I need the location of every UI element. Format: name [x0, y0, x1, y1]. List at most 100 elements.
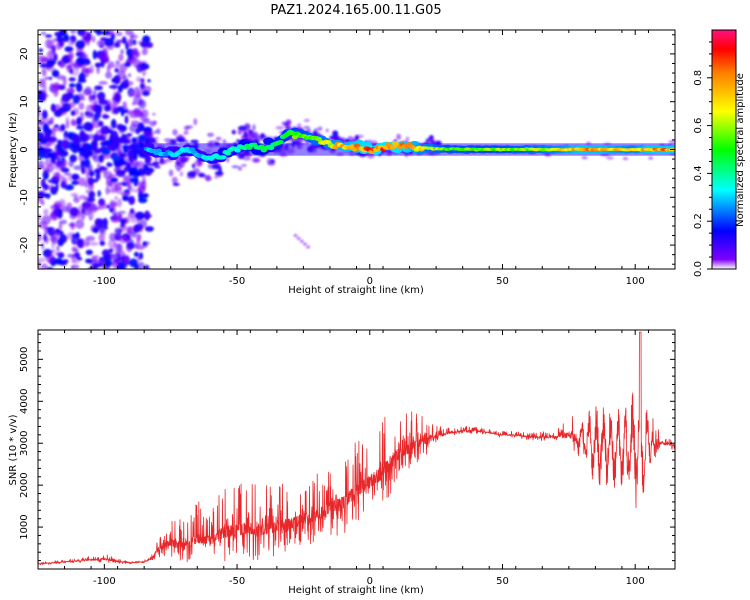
spectrogram-cell	[76, 125, 84, 130]
spectrogram-cell	[129, 177, 139, 184]
spectrogram-cell	[73, 174, 79, 180]
spectrogram-cell	[89, 203, 98, 214]
spectrogram-cell	[38, 214, 41, 221]
spectrogram-cell	[143, 193, 149, 198]
spectrogram-cell	[168, 169, 174, 177]
spectrogram-cell	[128, 88, 136, 97]
spectrogram-cell	[43, 167, 50, 174]
y-tick-label: 20	[19, 48, 30, 61]
spectrogram-cell	[65, 119, 70, 129]
spectrogram-cell	[581, 156, 588, 160]
spectrogram-cell	[145, 171, 152, 176]
spectrogram-cell	[119, 152, 126, 158]
spectrogram-cell	[132, 59, 142, 68]
spectrogram-cell	[100, 58, 105, 68]
spectrogram-cell	[172, 129, 178, 136]
spectrogram-cell	[141, 62, 147, 71]
spectrogram-cell	[136, 233, 141, 242]
spectrogram-cell	[189, 147, 196, 152]
spectrogram-cell	[43, 183, 49, 191]
spectrogram-cell	[133, 150, 138, 161]
spectrogram-cell	[109, 144, 116, 149]
spectrogram-cell	[85, 235, 96, 242]
spectrogram-cell	[425, 138, 431, 142]
spectrogram-cell	[325, 128, 329, 133]
spectrogram-cell	[277, 140, 284, 145]
y-tick-label: 4000	[19, 389, 30, 414]
colorbar-tick-label: 0.4	[693, 165, 704, 181]
spectrogram-cell	[60, 219, 67, 225]
spectrogram-cell	[78, 102, 85, 110]
spectrogram-cell	[147, 79, 151, 83]
spectrogram-cell	[77, 205, 82, 212]
spectrogram-cell	[49, 211, 59, 221]
spectrogram-cell	[41, 215, 51, 225]
spectrogram-cell	[50, 106, 56, 112]
snr-x-ticks: -100 -50 0 50 100	[37, 330, 676, 587]
spectrogram-cell	[110, 177, 118, 183]
spectrogram-cell	[112, 78, 120, 82]
spectrogram-cell	[144, 226, 150, 230]
spectrogram-cell	[133, 107, 141, 115]
spectrogram-cell	[130, 217, 137, 224]
spectrogram-cell	[50, 178, 55, 185]
spectrogram-cell	[95, 259, 106, 265]
spectrogram-cell	[275, 126, 285, 130]
spectrogram-cell	[144, 264, 150, 269]
spectrogram-cell	[98, 154, 104, 163]
spectrogram-cell	[48, 49, 55, 59]
spectrogram-cell	[64, 184, 74, 191]
spectrogram-cell	[41, 68, 47, 77]
spectrogram-cell	[237, 125, 247, 131]
spectrogram-cell	[38, 261, 41, 269]
snr-x-axis-label: Height of straight line (km)	[288, 585, 424, 596]
spectrogram-cell	[115, 147, 123, 155]
spectrogram-cell	[118, 39, 124, 43]
spectrogram-cell	[68, 101, 76, 108]
spectrogram-cell	[65, 87, 75, 95]
spectrogram-cell	[124, 62, 132, 67]
spectrogram-cell	[54, 258, 63, 265]
spectrogram-cell	[70, 110, 76, 116]
spectrogram-cell	[133, 86, 141, 97]
y-tick-label: 3000	[19, 430, 30, 455]
spectrogram-cell	[92, 255, 100, 259]
figure-title: PAZ1.2024.165.00.11.G05	[270, 3, 441, 18]
spectrogram-cell	[226, 156, 230, 163]
spectrogram-cell	[81, 201, 89, 210]
spectrogram-cell	[131, 47, 139, 55]
spectrogram-cell	[116, 106, 124, 111]
spectrogram-cell	[38, 257, 46, 263]
spectrogram-cell	[109, 232, 118, 242]
spectrogram-cell	[112, 64, 120, 68]
snr-panel: -100 -50 0 50 100 1000 2000 3000 4000 5000 Heigh…	[8, 329, 676, 596]
spectrogram-cell	[93, 30, 101, 33]
spectrogram-cell	[174, 163, 183, 170]
spectrogram-cell	[64, 172, 71, 176]
y-tick-label: 5000	[19, 347, 30, 372]
spectrogram-cell	[125, 175, 130, 186]
x-tick-label: 100	[626, 276, 645, 287]
spectrogram-cell	[43, 208, 49, 216]
spectrogram-cell	[243, 157, 251, 161]
colorbar-gradient	[711, 29, 737, 270]
spectrogram-cell	[117, 85, 123, 93]
spectrogram-cell	[137, 261, 145, 269]
spectrogram-cell	[304, 118, 310, 122]
spectrogram-cell	[237, 132, 243, 135]
spectrogram-cell	[88, 241, 99, 246]
spectrogram-cell	[98, 120, 104, 127]
spectrogram-cell	[40, 200, 45, 206]
spectrogram-cell	[176, 168, 181, 172]
spectrogram-cell	[104, 38, 115, 47]
spectrogram-cell	[47, 136, 58, 143]
spectrogram-cell	[42, 84, 47, 94]
spectrogram-cell	[145, 42, 154, 48]
spectrogram-cell	[98, 55, 109, 60]
y-tick-label: 10	[19, 95, 30, 108]
spectrogram-cell	[150, 169, 155, 173]
x-tick-label: 100	[626, 576, 645, 587]
spectrogram-cell	[105, 71, 112, 79]
spectrogram-cell	[125, 42, 129, 50]
spectrogram-cell	[62, 259, 69, 264]
